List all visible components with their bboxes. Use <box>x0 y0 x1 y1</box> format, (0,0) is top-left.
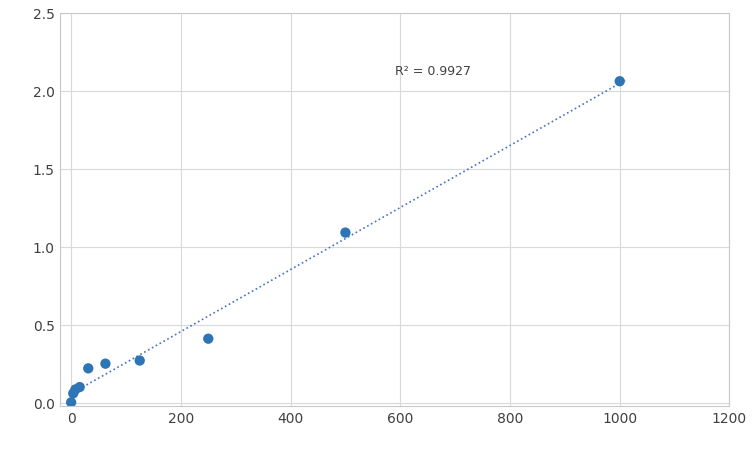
Text: R² = 0.9927: R² = 0.9927 <box>395 64 471 78</box>
Point <box>134 357 146 364</box>
Point <box>202 336 214 343</box>
Point <box>339 230 351 237</box>
Point <box>69 386 81 393</box>
Point <box>65 399 77 406</box>
Point <box>99 360 111 368</box>
Point <box>67 390 79 397</box>
Point <box>614 78 626 86</box>
Point <box>82 365 94 372</box>
Point <box>74 384 86 391</box>
